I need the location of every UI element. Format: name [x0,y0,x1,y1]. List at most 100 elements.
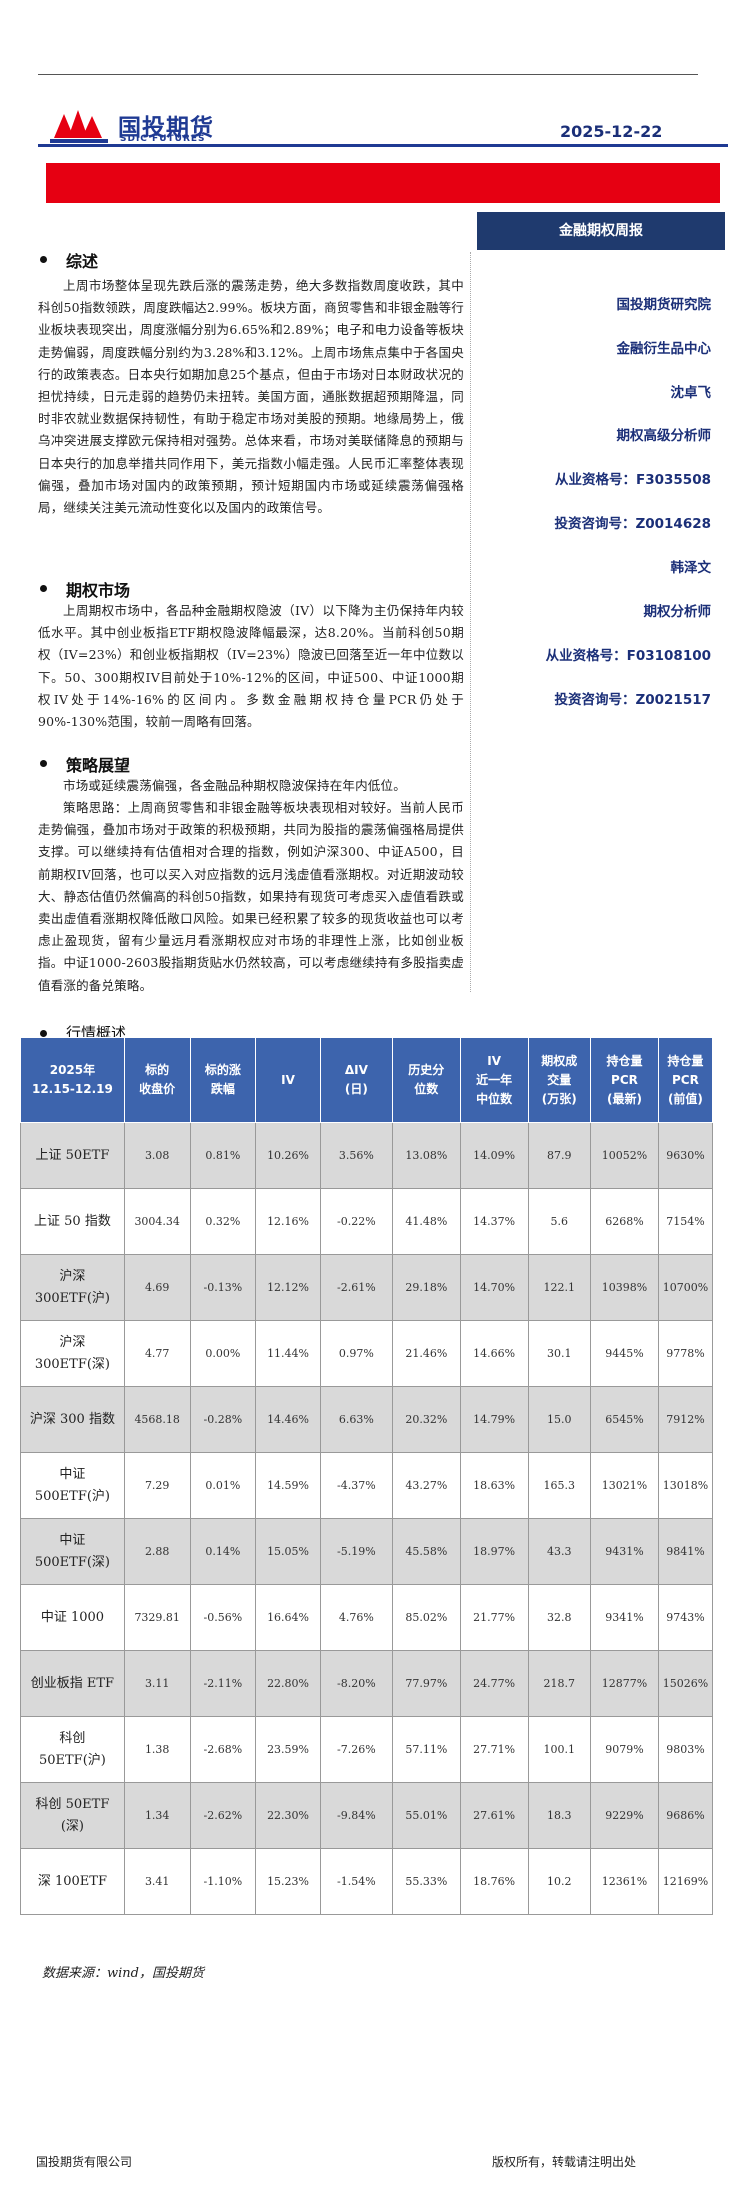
table-cell: -1.54% [319,1848,393,1915]
sdic-logo-icon [50,110,108,143]
table-cell: -7.26% [319,1716,393,1783]
sidebar-analyst-consult-no: 投资咨询号：Z0014628 [554,516,711,532]
table-row-label: 科创 50ETF (深) [20,1782,125,1849]
sidebar-analyst-title: 期权高级分析师 [616,428,712,444]
table-row: 上证 50 指数 3004.34 0.32% 12.16% -0.22% 41.48% 14… [20,1188,714,1255]
table-cell: 18.76% [459,1848,529,1915]
table-cell: -0.13% [189,1254,257,1321]
table-header-row: 2025年 12.15-12.19 标的 收盘价 标的涨 跌幅 IV ΔIV (日) 历史… [20,1037,714,1123]
table-cell: 13.08% [391,1122,461,1189]
table-cell: 15.05% [255,1518,321,1585]
table-cell: 0.97% [319,1320,393,1387]
table-header-cell: 历史分 位数 [391,1037,461,1123]
table-cell: 0.14% [189,1518,257,1585]
table-cell: 218.7 [527,1650,592,1717]
table-cell: -1.10% [189,1848,257,1915]
table-header-cell: 标的涨 跌幅 [189,1037,257,1123]
table-cell: 43.3 [527,1518,592,1585]
table-cell: -8.20% [319,1650,393,1717]
table-cell: 12169% [657,1848,714,1915]
table-cell: 10700% [657,1254,714,1321]
overview-paragraph: 上周市场整体呈现先跌后涨的震荡走势，绝大多数指数周度收跌，其中科创50指数领跌，… [38,278,464,516]
table-cell: 14.70% [459,1254,529,1321]
table-cell: 14.37% [459,1188,529,1255]
table-cell: 0.01% [189,1452,257,1519]
table-cell: 27.71% [459,1716,529,1783]
section-bullet-icon [40,1030,47,1037]
table-cell: 4.76% [319,1584,393,1651]
table-cell: 15.0 [527,1386,592,1453]
table-cell: 20.32% [391,1386,461,1453]
table-cell: -0.28% [189,1386,257,1453]
market-overview-table: 2025年 12.15-12.19 标的 收盘价 标的涨 跌幅 IV ΔIV (日) 历史… [20,1037,714,1915]
table-cell: 165.3 [527,1452,592,1519]
table-cell: 24.77% [459,1650,529,1717]
table-cell: 9229% [590,1782,659,1849]
table-cell: -2.62% [189,1782,257,1849]
section-title-overview: 综述 [66,252,99,271]
table-cell: 23.59% [255,1716,321,1783]
table-cell: 18.3 [527,1782,592,1849]
table-cell: 85.02% [391,1584,461,1651]
table-cell: 18.97% [459,1518,529,1585]
table-cell: 7154% [657,1188,714,1255]
table-header-cell: ΔIV (日) [319,1037,393,1123]
table-row: 中证 500ETF(深) 2.88 0.14% 15.05% -5.19% 45.58% 1… [20,1518,714,1585]
table-cell: 9803% [657,1716,714,1783]
table-cell: -0.56% [189,1584,257,1651]
table-cell: 32.8 [527,1584,592,1651]
sidebar-analyst2-license: 从业资格号：F03108100 [545,648,711,664]
table-header-cell: 2025年 12.15-12.19 [20,1037,125,1123]
table-cell: 12.12% [255,1254,321,1321]
table-cell: 14.59% [255,1452,321,1519]
table-cell: 6268% [590,1188,659,1255]
table-cell: 3.08 [123,1122,191,1189]
sidebar-analyst-name: 沈卓飞 [670,385,712,401]
table-cell: 14.79% [459,1386,529,1453]
table-cell: 3004.34 [123,1188,191,1255]
table-row: 科创 50ETF(沪) 1.38 -2.68% 23.59% -7.26% 57.11% 2… [20,1716,714,1783]
table-row: 科创 50ETF (深) 1.34 -2.62% 22.30% -9.84% 55.01%… [20,1782,714,1849]
table-cell: 7.29 [123,1452,191,1519]
table-cell: 0.00% [189,1320,257,1387]
table-cell: 12877% [590,1650,659,1717]
footer-company: 国投期货有限公司 [36,2155,133,2169]
table-cell: 9079% [590,1716,659,1783]
table-cell: 22.80% [255,1650,321,1717]
table-row: 深 100ETF 3.41 -1.10% 15.23% -1.54% 55.33% 18.7… [20,1848,714,1915]
table-cell: 9630% [657,1122,714,1189]
table-cell: 4.77 [123,1320,191,1387]
table-row-label: 创业板指 ETF [20,1650,125,1717]
table-cell: 14.66% [459,1320,529,1387]
table-cell: -2.68% [189,1716,257,1783]
report-date: 2025-12-22 [560,122,663,141]
table-cell: 6.63% [319,1386,393,1453]
table-cell: 15026% [657,1650,714,1717]
table-cell: 21.77% [459,1584,529,1651]
top-rule [38,74,698,75]
table-cell: 1.34 [123,1782,191,1849]
table-row: 中证 500ETF(沪) 7.29 0.01% 14.59% -4.37% 43.27% 1… [20,1452,714,1519]
strategy-paragraph-1: 市场或延续震荡偏强，各金融品种期权隐波保持在年内低位。 [63,778,406,793]
table-cell: -4.37% [319,1452,393,1519]
section-bullet-icon [40,256,47,263]
table-header-cell: 期权成 交量 (万张) [527,1037,592,1123]
table-cell: 15.23% [255,1848,321,1915]
table-cell: 55.01% [391,1782,461,1849]
table-cell: 21.46% [391,1320,461,1387]
table-cell: 9445% [590,1320,659,1387]
section-bullet-icon [40,760,47,767]
table-header-cell: IV 近一年 中位数 [459,1037,529,1123]
table-cell: 3.56% [319,1122,393,1189]
table-cell: 18.63% [459,1452,529,1519]
table-cell: 10.26% [255,1122,321,1189]
section-title-strategy: 策略展望 [66,756,131,775]
sidebar-analyst2-consult-no: 投资咨询号：Z0021517 [554,692,711,708]
table-cell: -9.84% [319,1782,393,1849]
options-market-paragraph: 上周期权市场中，各品种金融期权隐波（IV）以下降为主仍保持年内较低水平。其中创业… [38,603,464,730]
data-source-note: 数据来源：wind，国投期货 [42,1966,204,1981]
table-cell: 29.18% [391,1254,461,1321]
table-row: 创业板指 ETF 3.11 -2.11% 22.80% -8.20% 77.97% 24.7… [20,1650,714,1717]
table-cell: 0.81% [189,1122,257,1189]
table-cell: 10052% [590,1122,659,1189]
